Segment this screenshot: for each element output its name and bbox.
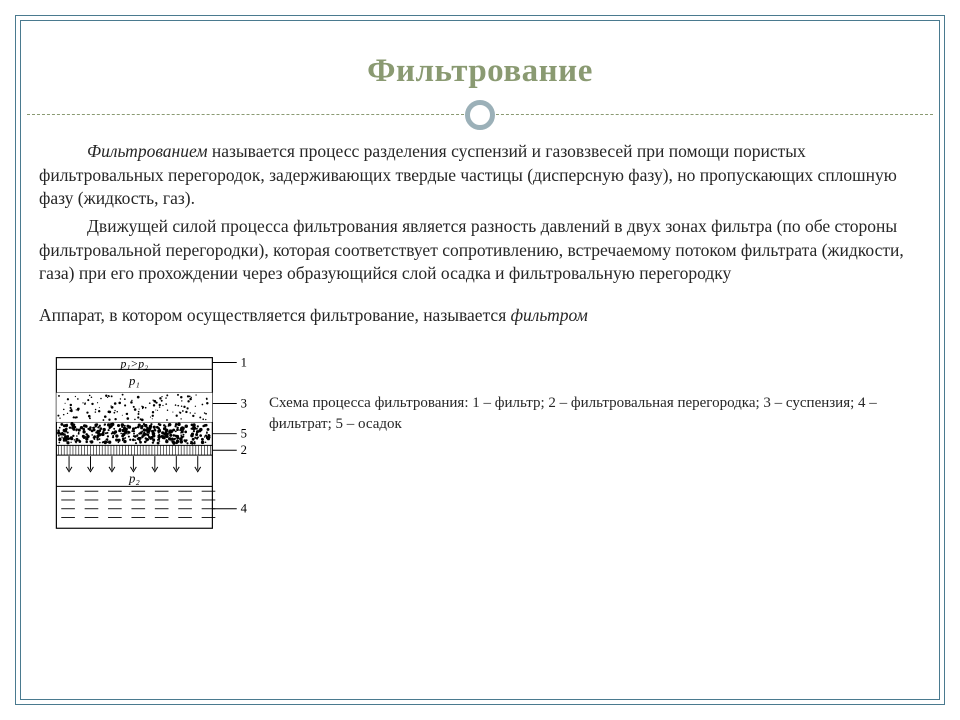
divider-circle-icon xyxy=(465,100,495,130)
p1-label: p₁ xyxy=(128,374,140,388)
figure-row: p₁>p₂ p₁ p₂ 1 3 xyxy=(21,331,939,538)
title-divider xyxy=(21,100,939,130)
body-text: Фильтрованием называется процесс разделе… xyxy=(21,130,939,327)
figure-caption: Схема процесса фильтрования: 1 – фильтр;… xyxy=(259,343,921,434)
callout-1: 1 xyxy=(241,356,247,370)
slide-title: Фильтрование xyxy=(21,53,939,90)
paragraph-3: Аппарат, в котором осуществляется фильтр… xyxy=(39,304,921,328)
filtration-diagram: p₁>p₂ p₁ p₂ 1 3 xyxy=(39,343,259,538)
callout-5: 5 xyxy=(241,427,247,441)
diagram-header: p₁>p₂ xyxy=(120,358,149,371)
lead-term: Фильтрованием xyxy=(87,141,207,161)
callout-4: 4 xyxy=(241,502,248,516)
paragraph-2: Движущей силой процесса фильтрования явл… xyxy=(39,215,921,286)
para3-italic: фильтром xyxy=(511,305,588,325)
p2-label: p₂ xyxy=(128,472,140,486)
slide-frame: Фильтрование Фильтрованием называется пр… xyxy=(20,20,940,700)
paragraph-1: Фильтрованием называется процесс разделе… xyxy=(39,140,921,211)
callout-2: 2 xyxy=(241,444,247,458)
callout-3: 3 xyxy=(241,397,247,411)
para3-text: Аппарат, в котором осуществляется фильтр… xyxy=(39,305,511,325)
